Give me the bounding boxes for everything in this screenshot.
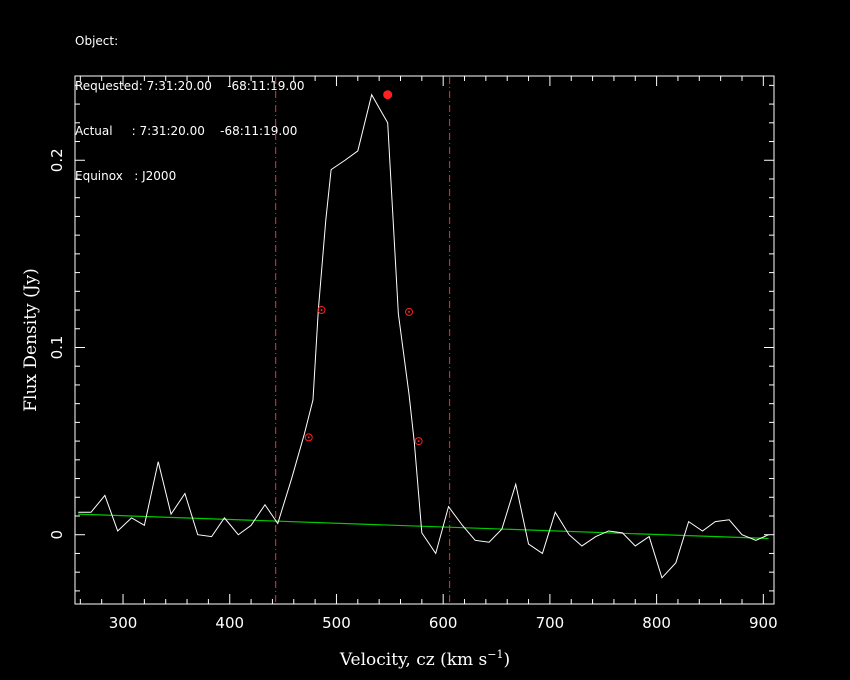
x-tick-label: 400 (215, 614, 244, 632)
y-tick-label: 0 (48, 530, 66, 540)
width-marker-dot (307, 436, 310, 439)
y-axis-label: Flux Density (Jy) (21, 268, 41, 412)
width-marker-dot (417, 440, 420, 443)
x-tick-label: 900 (749, 614, 778, 632)
x-tick-label: 800 (642, 614, 671, 632)
x-tick-label: 500 (322, 614, 351, 632)
width-marker (405, 307, 414, 316)
equinox-label: Equinox : J2000 (75, 169, 177, 183)
baseline-fit (78, 513, 769, 540)
x-tick-label: 300 (109, 614, 138, 632)
x-axis-label-superscript: −1 (487, 648, 503, 661)
requested-coordinates: Requested: 7:31:20.00 -68:11:19.00 (75, 79, 305, 93)
x-axis-label-main: Velocity, cz (km s (339, 650, 487, 670)
x-tick-label: 600 (429, 614, 458, 632)
x-axis-ticks: 300 400 500 600 700 800 900 (79, 76, 778, 632)
width-marker (414, 437, 423, 446)
x-axis-label-close: ) (504, 650, 511, 670)
width-marker (317, 306, 326, 315)
x-tick-label: 700 (536, 614, 565, 632)
spectrum-line (78, 93, 769, 579)
window-lines (275, 77, 451, 603)
actual-coordinates: Actual : 7:31:20.00 -68:11:19.00 (75, 124, 298, 138)
plot-frame (74, 75, 775, 605)
y-axis-ticks: 0 0.1 0.2 (48, 84, 774, 592)
peak-marker (383, 90, 393, 100)
width-marker (304, 433, 313, 442)
x-axis-label: Velocity, cz (km s−1) (339, 648, 510, 670)
width-markers (304, 90, 423, 446)
width-marker-dot (320, 309, 323, 312)
object-label: Object: (75, 34, 119, 48)
object-info-header: Object: Requested: 7:31:20.00 -68:11:19.… (75, 4, 305, 199)
width-marker-dot (408, 310, 411, 313)
y-tick-label: 0.1 (48, 336, 66, 360)
y-tick-label: 0.2 (48, 148, 66, 172)
